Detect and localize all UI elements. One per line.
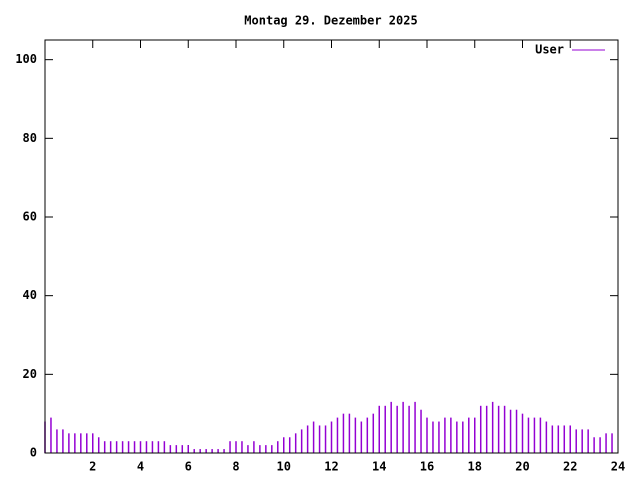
x-tick-label: 12 — [324, 460, 338, 474]
legend-label: User — [535, 43, 564, 57]
y-tick-label: 60 — [23, 210, 37, 224]
x-tick-label: 6 — [185, 460, 192, 474]
chart-title: Montag 29. Dezember 2025 — [244, 14, 417, 28]
x-tick-label: 22 — [563, 460, 577, 474]
x-tick-label: 4 — [137, 460, 144, 474]
x-tick-label: 10 — [277, 460, 291, 474]
y-tick-label: 100 — [15, 52, 37, 66]
x-tick-label: 20 — [515, 460, 529, 474]
x-tick-label: 14 — [372, 460, 386, 474]
x-tick-label: 18 — [468, 460, 482, 474]
y-tick-label: 80 — [23, 131, 37, 145]
y-tick-label: 0 — [30, 446, 37, 460]
x-tick-label: 24 — [611, 460, 625, 474]
x-tick-label: 2 — [89, 460, 96, 474]
x-tick-label: 16 — [420, 460, 434, 474]
y-tick-label: 40 — [23, 288, 37, 302]
plot-frame — [44, 39, 619, 454]
x-tick-label: 8 — [232, 460, 239, 474]
y-tick-label: 20 — [23, 367, 37, 381]
